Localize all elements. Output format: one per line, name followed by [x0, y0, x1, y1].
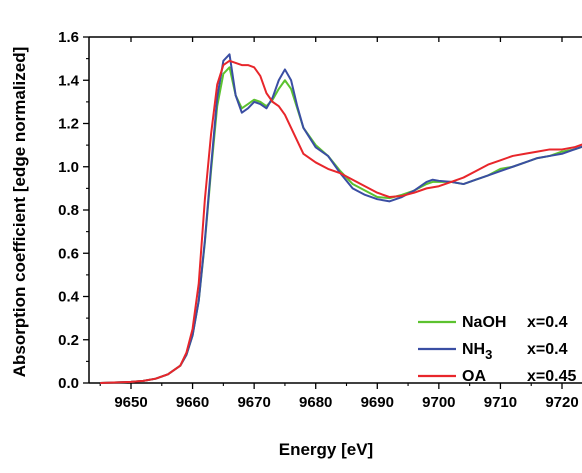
y-tick-label: 0.0	[58, 375, 79, 392]
y-tick-label: 0.8	[58, 202, 79, 219]
legend-note: x=0.45	[527, 368, 576, 385]
legend: NaOH x=0.4 NH3 x=0.4 OA x=0.45	[418, 314, 576, 385]
y-tick-label: 1.6	[58, 29, 79, 46]
y-tick-label: 1.0	[58, 159, 79, 176]
series-line-naoh	[100, 66, 582, 384]
y-tick-label: 1.2	[58, 116, 79, 133]
y-tick-label: 1.4	[58, 72, 80, 89]
x-axis: 9650 9660 9670 9680 9690 9700 9710 9720	[99, 37, 579, 411]
y-tick-label: 0.6	[58, 245, 79, 262]
x-tick-label: 9720	[545, 394, 578, 411]
y-tick-label: 0.4	[58, 289, 80, 306]
x-tick-label: 9700	[422, 394, 455, 411]
x-tick-label: 9650	[114, 394, 147, 411]
legend-note: x=0.4	[527, 341, 568, 358]
series-line-oa	[100, 59, 582, 384]
x-axis-title: Energy [eV]	[279, 440, 373, 459]
x-tick-label: 9660	[176, 394, 209, 411]
x-tick-label: 9710	[484, 394, 517, 411]
y-axis-title: Absorption coefficient [edge normalized]	[10, 47, 29, 378]
y-axis: 0.0 0.2 0.4 0.6 0.8 1.0 1.2 1.4 1.6	[58, 29, 89, 392]
series-line-nh	[100, 53, 582, 384]
x-tick-label: 9670	[237, 394, 270, 411]
legend-note: x=0.4	[527, 314, 568, 331]
axes-frame	[88, 36, 582, 384]
plot-area	[100, 53, 582, 384]
y-tick-label: 0.2	[58, 332, 79, 349]
x-tick-label: 9690	[361, 394, 394, 411]
legend-label: OA	[462, 368, 486, 385]
legend-subscript: 3	[485, 347, 492, 362]
x-tick-label: 9680	[299, 394, 332, 411]
legend-label: NaOH	[462, 314, 506, 331]
legend-label: NH3	[462, 341, 492, 362]
